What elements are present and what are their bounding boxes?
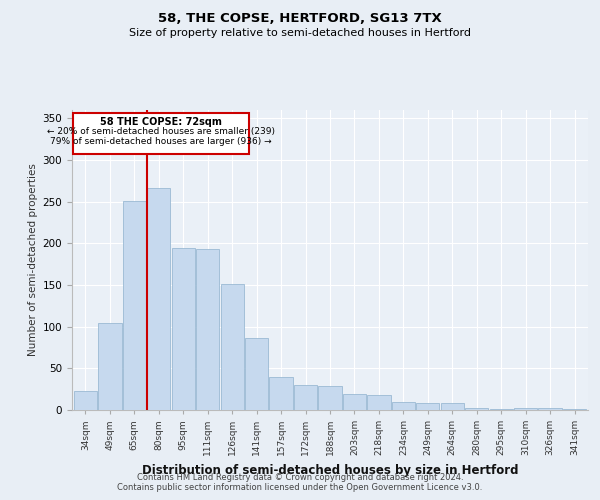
FancyBboxPatch shape <box>73 112 249 154</box>
Bar <box>367 395 391 410</box>
Bar <box>490 409 513 410</box>
Bar <box>196 249 220 410</box>
Bar <box>538 408 562 410</box>
Bar <box>269 376 293 410</box>
Bar <box>98 324 122 410</box>
Bar <box>221 284 244 410</box>
Bar <box>74 391 97 410</box>
X-axis label: Distribution of semi-detached houses by size in Hertford: Distribution of semi-detached houses by … <box>142 464 518 476</box>
Bar <box>440 402 464 410</box>
Text: ← 20% of semi-detached houses are smaller (239): ← 20% of semi-detached houses are smalle… <box>47 126 275 136</box>
Bar <box>465 408 488 410</box>
Bar <box>563 409 586 410</box>
Bar <box>319 386 341 410</box>
Bar <box>343 394 366 410</box>
Text: Size of property relative to semi-detached houses in Hertford: Size of property relative to semi-detach… <box>129 28 471 38</box>
Bar <box>172 248 195 410</box>
Text: 58 THE COPSE: 72sqm: 58 THE COPSE: 72sqm <box>100 116 222 126</box>
Text: 58, THE COPSE, HERTFORD, SG13 7TX: 58, THE COPSE, HERTFORD, SG13 7TX <box>158 12 442 26</box>
Bar <box>392 402 415 410</box>
Text: 79% of semi-detached houses are larger (936) →: 79% of semi-detached houses are larger (… <box>50 136 272 145</box>
Y-axis label: Number of semi-detached properties: Number of semi-detached properties <box>28 164 38 356</box>
Text: Contains public sector information licensed under the Open Government Licence v3: Contains public sector information licen… <box>118 484 482 492</box>
Bar <box>514 408 537 410</box>
Bar <box>294 385 317 410</box>
Bar <box>123 201 146 410</box>
Text: Contains HM Land Registry data © Crown copyright and database right 2024.: Contains HM Land Registry data © Crown c… <box>137 474 463 482</box>
Bar <box>147 188 170 410</box>
Bar <box>245 338 268 410</box>
Bar <box>416 402 439 410</box>
